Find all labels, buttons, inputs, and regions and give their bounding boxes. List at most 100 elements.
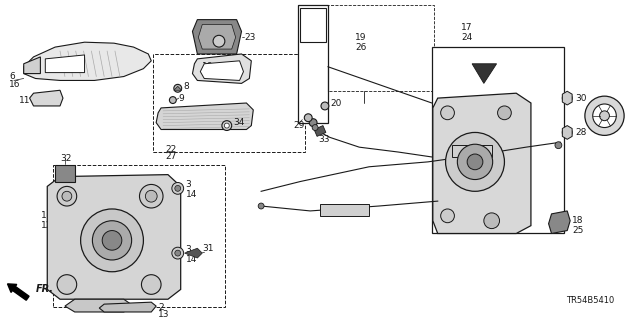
Text: 29: 29 (294, 121, 305, 130)
Bar (452, 145, 492, 157)
Text: 27: 27 (165, 152, 177, 161)
Polygon shape (65, 299, 134, 312)
Text: 3: 3 (186, 180, 191, 189)
Polygon shape (200, 61, 243, 80)
Text: 16: 16 (9, 80, 20, 89)
Polygon shape (472, 64, 497, 83)
Text: 22: 22 (165, 145, 176, 154)
Polygon shape (433, 93, 531, 234)
Polygon shape (24, 57, 40, 74)
Circle shape (170, 97, 176, 103)
Circle shape (600, 111, 609, 121)
Circle shape (62, 191, 72, 201)
Circle shape (174, 84, 182, 92)
Circle shape (593, 104, 616, 128)
Circle shape (175, 185, 180, 191)
Text: 6: 6 (9, 72, 15, 81)
Circle shape (441, 209, 454, 223)
Polygon shape (184, 248, 202, 258)
FancyArrow shape (8, 284, 29, 300)
Text: 18: 18 (572, 216, 584, 225)
Text: 31: 31 (202, 244, 214, 253)
Text: 20: 20 (331, 100, 342, 108)
Circle shape (213, 35, 225, 47)
Polygon shape (45, 55, 84, 73)
Circle shape (81, 209, 143, 272)
Text: 4: 4 (612, 103, 618, 112)
Bar (300, 8, 326, 42)
Text: 5: 5 (301, 13, 307, 22)
Circle shape (140, 184, 163, 208)
Circle shape (141, 275, 161, 294)
Circle shape (484, 213, 500, 229)
Circle shape (258, 203, 264, 209)
Bar (53, 165, 225, 307)
Text: 11: 11 (19, 96, 30, 105)
Text: 3: 3 (186, 245, 191, 254)
Circle shape (497, 106, 511, 120)
Circle shape (555, 142, 562, 149)
Circle shape (304, 114, 312, 122)
Text: 8: 8 (184, 82, 189, 91)
Polygon shape (193, 20, 241, 54)
Polygon shape (198, 25, 236, 49)
Bar (320, 204, 369, 216)
Circle shape (467, 154, 483, 170)
Text: 33: 33 (318, 135, 330, 144)
Text: 7: 7 (222, 25, 228, 34)
Text: 30: 30 (575, 93, 587, 103)
Text: 26: 26 (355, 43, 367, 52)
Circle shape (222, 121, 232, 130)
Circle shape (441, 106, 454, 120)
Polygon shape (29, 90, 63, 106)
Circle shape (175, 250, 180, 256)
Text: 19: 19 (355, 33, 367, 42)
Text: 32: 32 (60, 154, 72, 163)
Circle shape (57, 186, 77, 206)
Text: 34: 34 (234, 118, 245, 127)
Text: 1: 1 (42, 211, 47, 220)
Circle shape (172, 247, 184, 259)
Polygon shape (193, 54, 252, 83)
Circle shape (445, 132, 504, 191)
Polygon shape (314, 126, 326, 136)
Circle shape (563, 128, 572, 137)
Text: 21: 21 (477, 177, 488, 186)
Polygon shape (174, 86, 182, 90)
Circle shape (585, 96, 624, 135)
Text: TR54B5410: TR54B5410 (566, 296, 614, 305)
Bar (298, 5, 328, 122)
Text: 24: 24 (461, 33, 472, 42)
Circle shape (92, 221, 132, 260)
Text: 2: 2 (158, 303, 164, 312)
Circle shape (225, 123, 229, 128)
Bar (55, 165, 75, 182)
Text: FR.: FR. (35, 285, 54, 294)
Text: 12: 12 (42, 221, 52, 230)
Polygon shape (156, 103, 253, 130)
Polygon shape (47, 174, 180, 299)
Text: 25: 25 (572, 226, 584, 235)
Circle shape (309, 119, 317, 127)
Bar (298, 5, 434, 91)
Text: 23: 23 (244, 33, 256, 42)
Polygon shape (99, 302, 156, 312)
Polygon shape (563, 126, 572, 139)
Circle shape (458, 144, 493, 180)
Circle shape (57, 275, 77, 294)
Text: 9: 9 (179, 93, 184, 103)
Circle shape (172, 182, 184, 194)
Polygon shape (563, 91, 572, 105)
Circle shape (145, 190, 157, 202)
Bar (153, 54, 305, 152)
Text: 28: 28 (575, 128, 586, 137)
Text: 14: 14 (186, 190, 197, 199)
Text: 10: 10 (202, 62, 214, 71)
Circle shape (563, 93, 572, 103)
Bar (432, 47, 564, 234)
Text: 17: 17 (461, 23, 473, 32)
Text: 13: 13 (158, 310, 170, 319)
Polygon shape (24, 42, 151, 80)
Polygon shape (548, 211, 570, 234)
Circle shape (312, 125, 318, 130)
